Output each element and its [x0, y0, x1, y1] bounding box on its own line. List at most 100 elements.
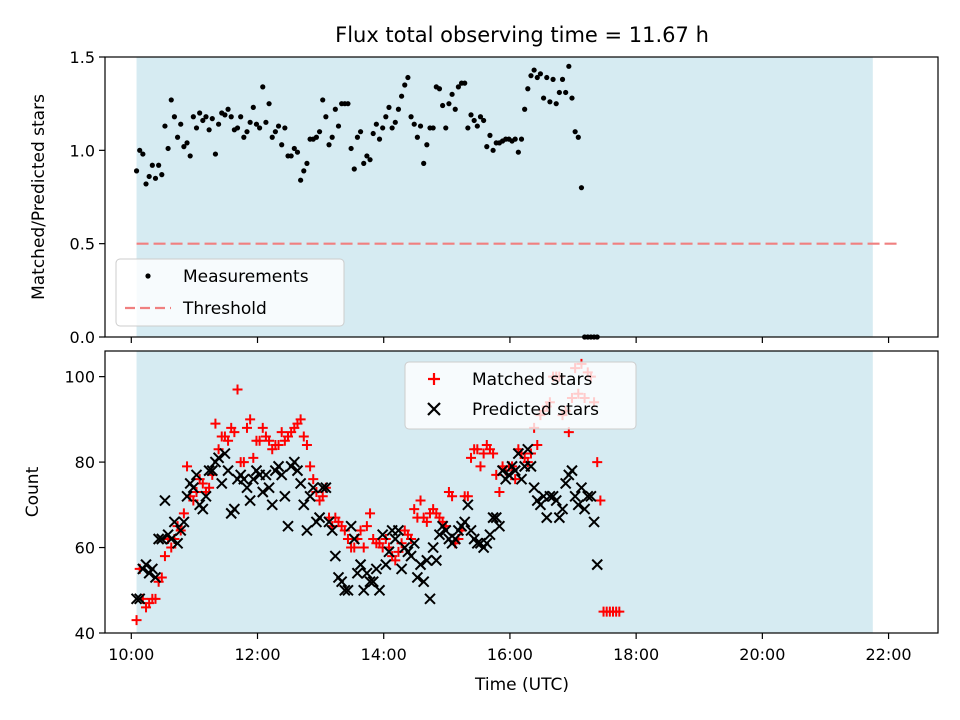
measurement-point [197, 110, 203, 116]
predicted-star-point [247, 473, 260, 485]
matched-star-point [276, 427, 287, 438]
predicted-star-point [484, 529, 496, 541]
x-tick-label: 20:00 [739, 645, 785, 664]
predicted-star-point [503, 469, 515, 481]
matched-star-point [264, 435, 275, 446]
x-tick-label: 12:00 [234, 645, 280, 664]
measurement-point [376, 136, 383, 142]
predicted-star-point [591, 558, 603, 571]
measurement-point [481, 117, 487, 124]
measurement-point [209, 116, 215, 122]
measurement-point [474, 123, 480, 129]
measurement-point [354, 134, 361, 140]
measurement-point [238, 114, 244, 120]
measurement-point [361, 160, 367, 166]
measurement-point [149, 162, 155, 168]
legend-marker-matched [428, 373, 440, 385]
measurement-point [430, 125, 436, 131]
x-tick-label: 14:00 [361, 645, 407, 664]
y-tick-label: 80 [75, 453, 95, 472]
predicted-star-point [509, 464, 521, 477]
predicted-star-point [424, 593, 436, 605]
measurement-point [215, 121, 222, 127]
predicted-star-point [370, 563, 383, 575]
measurement-point [143, 181, 149, 187]
predicted-star-point [364, 576, 376, 588]
predicted-star-point [572, 499, 585, 511]
measurement-point [414, 134, 420, 140]
measurement-point [301, 168, 307, 174]
measurement-point [553, 101, 559, 107]
measurement-point [200, 117, 206, 124]
measurement-point [165, 145, 171, 152]
measurement-point [241, 134, 247, 140]
measurement-point [282, 125, 288, 131]
measurement-point [152, 175, 159, 181]
predicted-star-point [175, 524, 187, 537]
measurement-point [383, 114, 389, 120]
measurement-point [455, 84, 461, 90]
predicted-star-point [481, 537, 493, 549]
predicted-star-point [272, 460, 285, 473]
measurement-point [452, 106, 458, 112]
measurement-point [269, 134, 275, 140]
predicted-star-point [471, 537, 484, 549]
y-tick-label: 0.5 [70, 235, 95, 254]
count-plot-frame [104, 350, 939, 634]
predicted-star-point [282, 520, 294, 532]
measurement-point [440, 102, 446, 109]
matched-star-point [204, 482, 215, 493]
measurement-point [531, 67, 537, 73]
measurement-point [266, 101, 272, 107]
measurement-point [364, 153, 370, 159]
matched-star-point [390, 555, 401, 566]
measurement-point [540, 95, 547, 101]
measurement-point [137, 147, 143, 153]
matched-star-point [475, 461, 486, 472]
y-tick-label: 100 [64, 368, 95, 387]
predicted-star-point [427, 541, 439, 554]
measurement-point [563, 89, 569, 96]
measurement-point [228, 114, 234, 120]
measurement-point [222, 112, 228, 118]
matched-star-point [595, 495, 606, 506]
measurement-point [449, 91, 455, 97]
predicted-star-point [317, 482, 329, 494]
predicted-star-point [320, 482, 332, 494]
predicted-star-point [559, 477, 572, 490]
measurement-point [405, 74, 411, 81]
matched-star-point [358, 542, 369, 553]
predicted-star-point [582, 490, 594, 502]
measurement-point [212, 151, 219, 157]
measurement-point [206, 127, 212, 133]
predicted-star-point [326, 524, 338, 537]
predicted-star-point [288, 456, 301, 468]
predicted-star-point [140, 558, 152, 571]
legend-label-predicted: Predicted stars [472, 400, 599, 420]
x-tick-label: 18:00 [613, 645, 659, 664]
matched-star-point [245, 414, 256, 425]
matched-star-point [257, 422, 268, 433]
legend-label-matched: Matched stars [472, 370, 592, 390]
predicted-star-point [345, 520, 357, 532]
measurement-point [168, 97, 174, 103]
predicted-star-point [585, 490, 597, 502]
matched-star-point [447, 491, 458, 502]
measurement-point [471, 117, 477, 124]
predicted-star-point [414, 558, 427, 571]
predicted-star-point [440, 524, 452, 537]
measurement-point [547, 99, 553, 105]
measurement-point [244, 129, 250, 135]
measurement-point [159, 172, 165, 178]
measurement-point [370, 130, 376, 137]
matched-star-point [317, 491, 328, 502]
predicted-star-point [342, 584, 354, 596]
predicted-star-point [421, 554, 433, 567]
matched-star-point [365, 508, 376, 519]
predicted-star-point [528, 482, 540, 494]
predicted-star-point [395, 563, 408, 575]
measurement-point [411, 121, 417, 127]
chart-title: Flux total observing time = 11.67 h [335, 23, 709, 47]
measurement-point [156, 162, 162, 168]
